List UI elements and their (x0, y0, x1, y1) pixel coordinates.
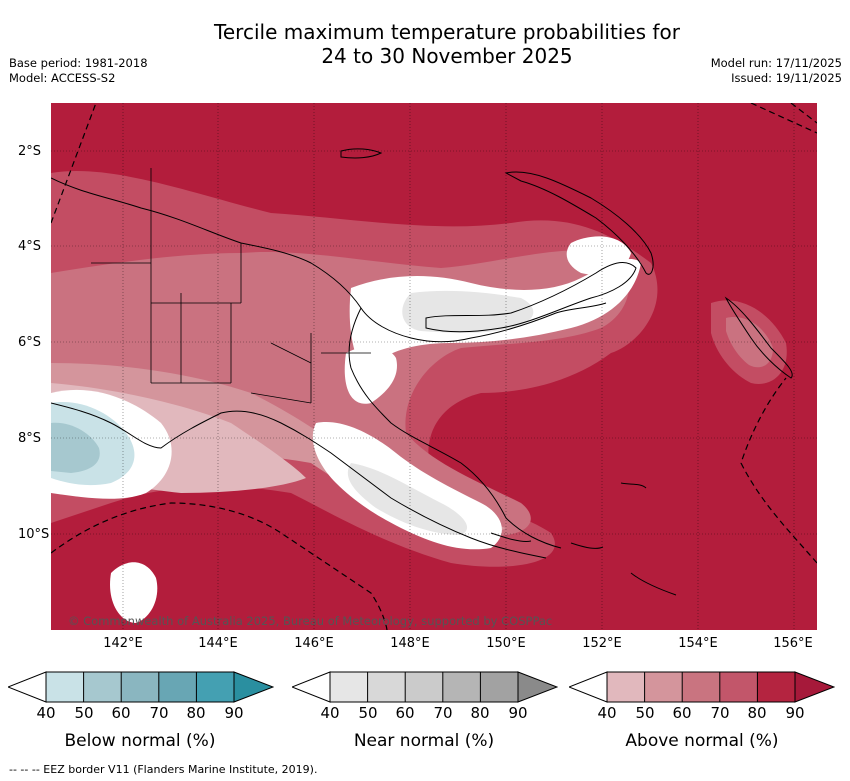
colorbar-above-tick-60: 60 (672, 704, 692, 722)
chart-title: Tercile maximum temperature probabilitie… (0, 20, 850, 68)
colorbar-below-normal (8, 671, 274, 703)
coastline-new-guinea (51, 177, 607, 559)
colorbar-above-bin-1 (607, 672, 645, 702)
model-name: Model: ACCESS-S2 (9, 71, 116, 85)
graticule (51, 103, 817, 630)
colorbar-below-bin-3 (121, 672, 159, 702)
title-line-2: 24 to 30 November 2025 (321, 44, 573, 68)
lat-tick-10s: 10°S (18, 527, 50, 542)
colorbar-near-tick-40: 40 (320, 704, 340, 722)
colorbar-near-upper-extend (517, 671, 558, 703)
coastline-new-ireland (504, 171, 654, 275)
colorbar-near-bin-2 (367, 672, 406, 702)
colorbar-near-tick-60: 60 (395, 704, 415, 722)
colorbar-near-normal (292, 671, 558, 703)
colorbar-below-label: Below normal (%) (64, 731, 216, 751)
colorbar-below-bin-2 (83, 672, 122, 702)
base-period: Base period: 1981-2018 (9, 56, 148, 70)
colorbar-below-tick-40: 40 (36, 704, 56, 722)
lon-tick-154e: 154°E (678, 636, 718, 651)
colorbar-near-tick-70: 70 (433, 704, 453, 722)
lon-tick-156e: 156°E (773, 636, 813, 651)
colorbar-above-bin-5 (757, 672, 795, 702)
colorbar-above-tick-40: 40 (597, 704, 617, 722)
colorbar-below-tick-90: 90 (224, 704, 244, 722)
colorbar-above-tick-80: 80 (747, 704, 767, 722)
near-normal-grey-patch (402, 290, 534, 333)
lon-tick-146e: 146°E (294, 636, 334, 651)
colorbar-near-bin-3 (405, 672, 443, 702)
lat-tick-8s: 8°S (18, 431, 42, 446)
coastline-manus (340, 148, 383, 159)
colorbar-above-lower-extend (569, 671, 608, 703)
colorbar-below-tick-80: 80 (186, 704, 206, 722)
lon-tick-152e: 152°E (582, 636, 622, 651)
near-normal-southeast-grey (347, 463, 468, 535)
coastline-southeast-islands (490, 482, 677, 596)
colorbar-above-normal (569, 671, 835, 703)
probability-map (51, 103, 817, 630)
colorbar-below-bin-1 (46, 672, 84, 702)
title-line-1: Tercile maximum temperature probabilitie… (214, 20, 680, 44)
colorbar-near-tick-80: 80 (470, 704, 490, 722)
colorbar-above-tick-70: 70 (710, 704, 730, 722)
colorbar-above-upper-extend (794, 671, 835, 703)
colorbar-near-lower-extend (292, 671, 331, 703)
colorbar-near-bin-1 (330, 672, 368, 702)
issued-date: Issued: 19/11/2025 (731, 71, 842, 85)
near-normal-south (110, 562, 158, 623)
colorbar-below-tick-60: 60 (111, 704, 131, 722)
copyright-notice: © Commonwealth of Australia 2025, Bureau… (68, 614, 553, 628)
below-normal-60 (51, 422, 100, 473)
lon-tick-144e: 144°E (198, 636, 238, 651)
colorbar-below-bin-5 (196, 672, 234, 702)
colorbar-below-upper-extend (233, 671, 274, 703)
colorbar-near-bin-4 (442, 672, 481, 702)
above-normal-east-lighter (726, 317, 773, 368)
colorbar-above-bin-2 (644, 672, 683, 702)
eez-border (51, 103, 817, 630)
colorbar-below-lower-extend (8, 671, 47, 703)
coastline-new-britain (425, 262, 637, 333)
lon-tick-142e: 142°E (103, 636, 143, 651)
coastline-bougainville (724, 296, 793, 379)
model-run: Model run: 17/11/2025 (710, 56, 842, 70)
eez-footnote: -- -- -- EEZ border V11 (Flanders Marine… (9, 763, 318, 776)
colorbar-near-label: Near normal (%) (353, 731, 495, 751)
colorbar-above-bin-3 (682, 672, 720, 702)
colorbar-above-label: Above normal (%) (625, 731, 779, 751)
model-info: Base period: 1981-2018 Model: ACCESS-S2 (9, 56, 148, 86)
lon-tick-150e: 150°E (486, 636, 526, 651)
colorbar-above-bin-4 (719, 672, 758, 702)
colorbar-above-tick-50: 50 (635, 704, 655, 722)
colorbar-near-bin-5 (480, 672, 518, 702)
lat-tick-4s: 4°S (18, 239, 42, 254)
colorbar-above-tick-90: 90 (785, 704, 805, 722)
lat-tick-6s: 6°S (18, 335, 42, 350)
colorbar-near-tick-50: 50 (358, 704, 378, 722)
colorbar-below-bin-4 (158, 672, 197, 702)
near-normal-central (344, 346, 397, 404)
lon-tick-148e: 148°E (390, 636, 430, 651)
lat-tick-2s: 2°S (18, 144, 42, 159)
colorbar-near-tick-90: 90 (508, 704, 528, 722)
colorbar-below-tick-70: 70 (149, 704, 169, 722)
run-info: Model run: 17/11/2025 Issued: 19/11/2025 (711, 56, 842, 86)
colorbar-below-tick-50: 50 (74, 704, 94, 722)
province-borders (91, 168, 371, 404)
